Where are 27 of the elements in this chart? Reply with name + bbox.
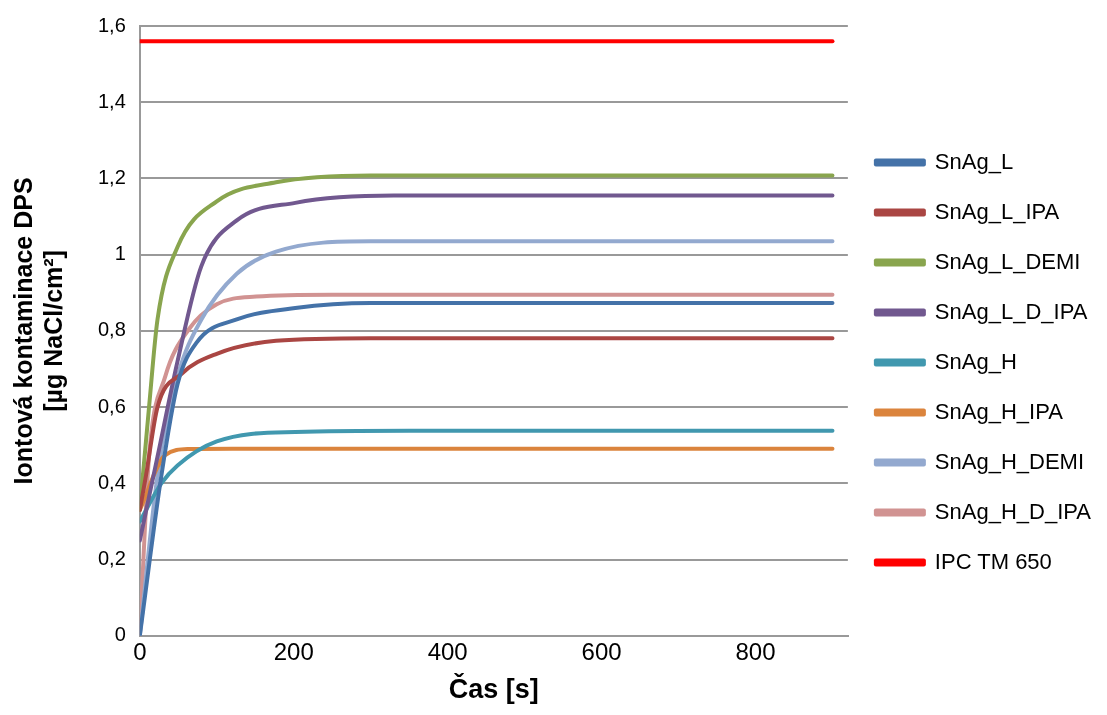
x-axis-title: Čas [s]: [448, 673, 539, 705]
y-tick-label: 0,4: [97, 470, 126, 493]
y-tick-label: 1,6: [97, 13, 126, 36]
legend-label: SnAg_L_DEMI: [934, 248, 1081, 274]
legend-label: SnAg_H_IPA: [934, 398, 1064, 424]
y-tick-label: 0,8: [97, 318, 126, 341]
legend-label: SnAg_H: [934, 348, 1017, 374]
y-tick-label: 0: [114, 623, 126, 646]
legend-label: IPC TM 650: [934, 548, 1052, 574]
y-tick-label: 0,2: [97, 547, 126, 570]
x-tick-label: 0: [133, 637, 147, 665]
line-series: [139, 428, 835, 524]
y-tick-label: 0,6: [97, 394, 126, 417]
x-tick-label: 400: [427, 637, 468, 665]
legend-label: SnAg_L_D_IPA: [934, 298, 1088, 324]
line-series: [139, 336, 835, 513]
x-tick-label: 200: [273, 637, 314, 665]
y-tick-label: 1: [114, 242, 126, 265]
x-tick-label: 800: [735, 637, 776, 665]
y-axis-title: Iontová kontaminace DPS [µg NaCl/cm²]: [8, 177, 67, 485]
legend-label: SnAg_H_D_IPA: [934, 498, 1092, 524]
legend-label: SnAg_L_IPA: [934, 198, 1060, 224]
y-tick-label: 1,2: [97, 165, 126, 188]
y-tick-label: 1,4: [97, 89, 126, 112]
legend-label: SnAg_H_DEMI: [934, 448, 1085, 474]
x-tick-label: 600: [581, 637, 622, 665]
legend-label: SnAg_L: [934, 148, 1014, 174]
